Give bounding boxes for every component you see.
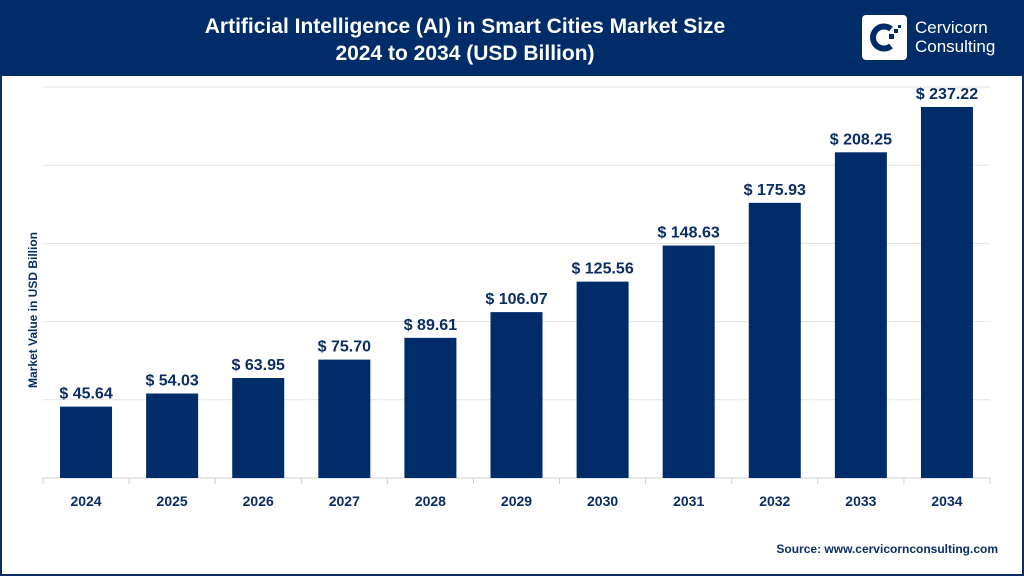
bar [662,245,715,478]
logo-mark-icon [862,15,907,60]
data-label: $ 54.03 [145,372,198,389]
data-label: $ 89.61 [404,317,457,334]
x-tick-label: 2034 [931,493,962,509]
data-label: $ 106.07 [485,291,547,308]
bar [232,377,285,478]
x-tick-label: 2026 [243,493,274,509]
x-tick-label: 2032 [759,493,790,509]
x-tick-label: 2028 [415,493,446,509]
data-label: $ 125.56 [571,261,633,278]
logo-line-2: Consulting [915,37,996,56]
bar [834,152,887,478]
x-tick-label: 2029 [501,493,532,509]
bar [748,202,801,479]
bar [318,359,371,478]
logo-line-1: Cervicorn [915,18,988,37]
data-label: $ 75.70 [318,339,371,356]
x-tick-label: 2033 [845,493,876,509]
data-label: $ 45.64 [59,386,112,403]
x-tick-label: 2031 [673,493,704,509]
data-label: $ 237.22 [916,86,978,103]
x-tick-label: 2024 [70,493,101,509]
source-text: Source: www.cervicornconsulting.com [776,542,998,556]
x-tick-label: 2027 [329,493,360,509]
bar [576,281,629,478]
chart-title: Artificial Intelligence (AI) in Smart Ci… [0,13,930,67]
data-label: $ 148.63 [658,225,720,242]
bar [404,337,457,478]
title-line-1: Artificial Intelligence (AI) in Smart Ci… [204,15,726,38]
bar [920,106,973,479]
bar [146,393,199,478]
header-banner: Artificial Intelligence (AI) in Smart Ci… [0,0,1024,76]
title-line-2: 2024 to 2034 (USD Billion) [335,42,595,65]
x-tick-label: 2030 [587,493,618,509]
bar [490,312,543,478]
bar [60,406,113,478]
data-label: $ 208.25 [830,131,892,148]
x-tick-label: 2025 [157,493,188,509]
data-label: $ 175.93 [744,182,806,199]
logo: Cervicorn Consulting [862,15,1012,61]
data-label: $ 63.95 [232,357,285,374]
logo-text: Cervicorn Consulting [915,18,995,56]
